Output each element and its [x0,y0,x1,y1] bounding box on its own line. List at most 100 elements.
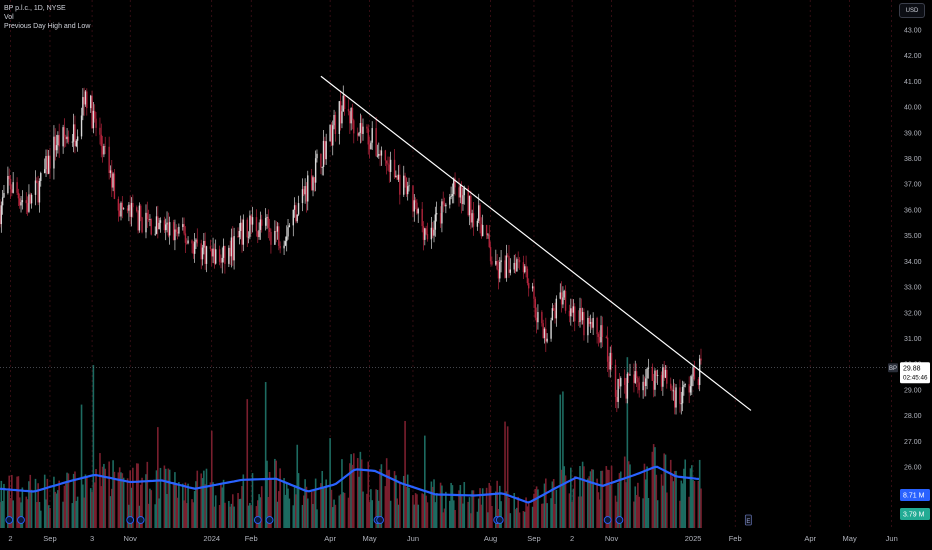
candle-body [417,208,419,214]
candle-body [380,150,383,156]
volume-bar [74,471,76,528]
dividend-marker [495,516,504,524]
currency-button[interactable]: USD [899,3,925,18]
candle-body [564,290,567,311]
volume-bar [185,503,188,528]
volume-bar [660,474,663,528]
candle-body [91,95,93,129]
volume-bar [159,467,162,528]
volume-bar [642,498,644,528]
candle-body [314,158,317,183]
volume-bar [577,496,580,528]
candle-body [120,202,122,217]
candle-body [431,227,434,236]
candle-body [413,200,415,212]
indicator-legend-label[interactable]: Previous Day High and Low [4,23,91,30]
volume-bar [99,453,101,528]
candle-body [385,160,388,164]
candle-body [618,378,621,387]
volume-bar [334,504,337,528]
volume-bar [82,484,84,528]
candle-body [90,95,92,109]
candle-body [339,101,342,124]
y-tick-label: 36.00 [904,207,922,214]
volume-bar [178,482,180,528]
candle-body [276,226,279,232]
candle-body [445,204,447,207]
volume-legend-label[interactable]: Vol [4,14,14,21]
candle-body [488,234,490,248]
candle-body [296,214,298,222]
candle-body [200,243,202,260]
volume-bar [433,479,435,528]
volume-bar [293,485,296,528]
volume-bar [554,503,556,528]
candle-body [29,194,31,204]
candle-body [563,290,565,298]
price-badge [900,362,930,384]
candle-body [304,186,306,195]
volume-bar [546,503,548,528]
volume-bars [0,357,702,528]
candle-body [295,205,297,222]
candle-body [424,228,426,240]
volume-bar [541,503,543,528]
candle-body [574,306,576,322]
y-tick-label: 37.00 [904,182,922,189]
volume-bar [445,491,447,528]
volume-bar [233,506,235,528]
candle-body [55,145,58,151]
candle-body [587,318,589,336]
candle-body [610,352,613,366]
price-badges: BP 29.88 02:45:46 8.71 M 3.79 M [888,362,930,520]
volume-bar [112,460,114,528]
candle-body [347,108,350,112]
volume-bar [514,509,517,528]
volume-bar [324,488,326,528]
candle-body [572,306,575,313]
candle-body [224,245,226,264]
volume-bar [583,466,585,528]
volume-bar [500,501,502,528]
candle-body [528,283,530,289]
candle-body [555,298,558,319]
candle-body [247,236,250,238]
candle-body [146,212,149,219]
candle-body [435,213,438,215]
candle-body [36,180,38,184]
volume-bar [698,459,701,528]
candle-body [358,132,360,136]
candle-body [195,239,197,242]
volume-bar [129,470,132,528]
candle-body [552,308,555,311]
candle-body [38,180,41,203]
volume-bar [154,504,156,528]
volume-bar [16,476,18,528]
volume-bar [18,497,21,528]
volume-bar [448,500,451,528]
volume-bar [439,482,442,528]
candle-body [239,222,242,231]
volume-bar [450,482,452,528]
event-markers[interactable]: E [5,514,752,526]
candle-body [624,378,626,385]
candle-body [634,371,636,383]
volume-bar [251,473,254,528]
candle-body [541,312,543,324]
candle-body [545,328,547,342]
volume-bar [579,466,581,528]
volume-bar [66,472,68,528]
volume-bar [377,500,380,528]
trendline[interactable] [0,75,890,411]
candle-body [211,248,213,257]
candle-body [439,213,442,224]
volume-bar [274,458,276,528]
volume-bar [76,496,79,528]
candle-body [645,378,647,386]
candle-body [451,194,454,197]
candle-body [430,227,433,240]
symbol-title[interactable]: BP p.l.c., 1D, NYSE [4,5,66,12]
volume-bar [623,456,626,528]
volume-bar [341,459,343,528]
